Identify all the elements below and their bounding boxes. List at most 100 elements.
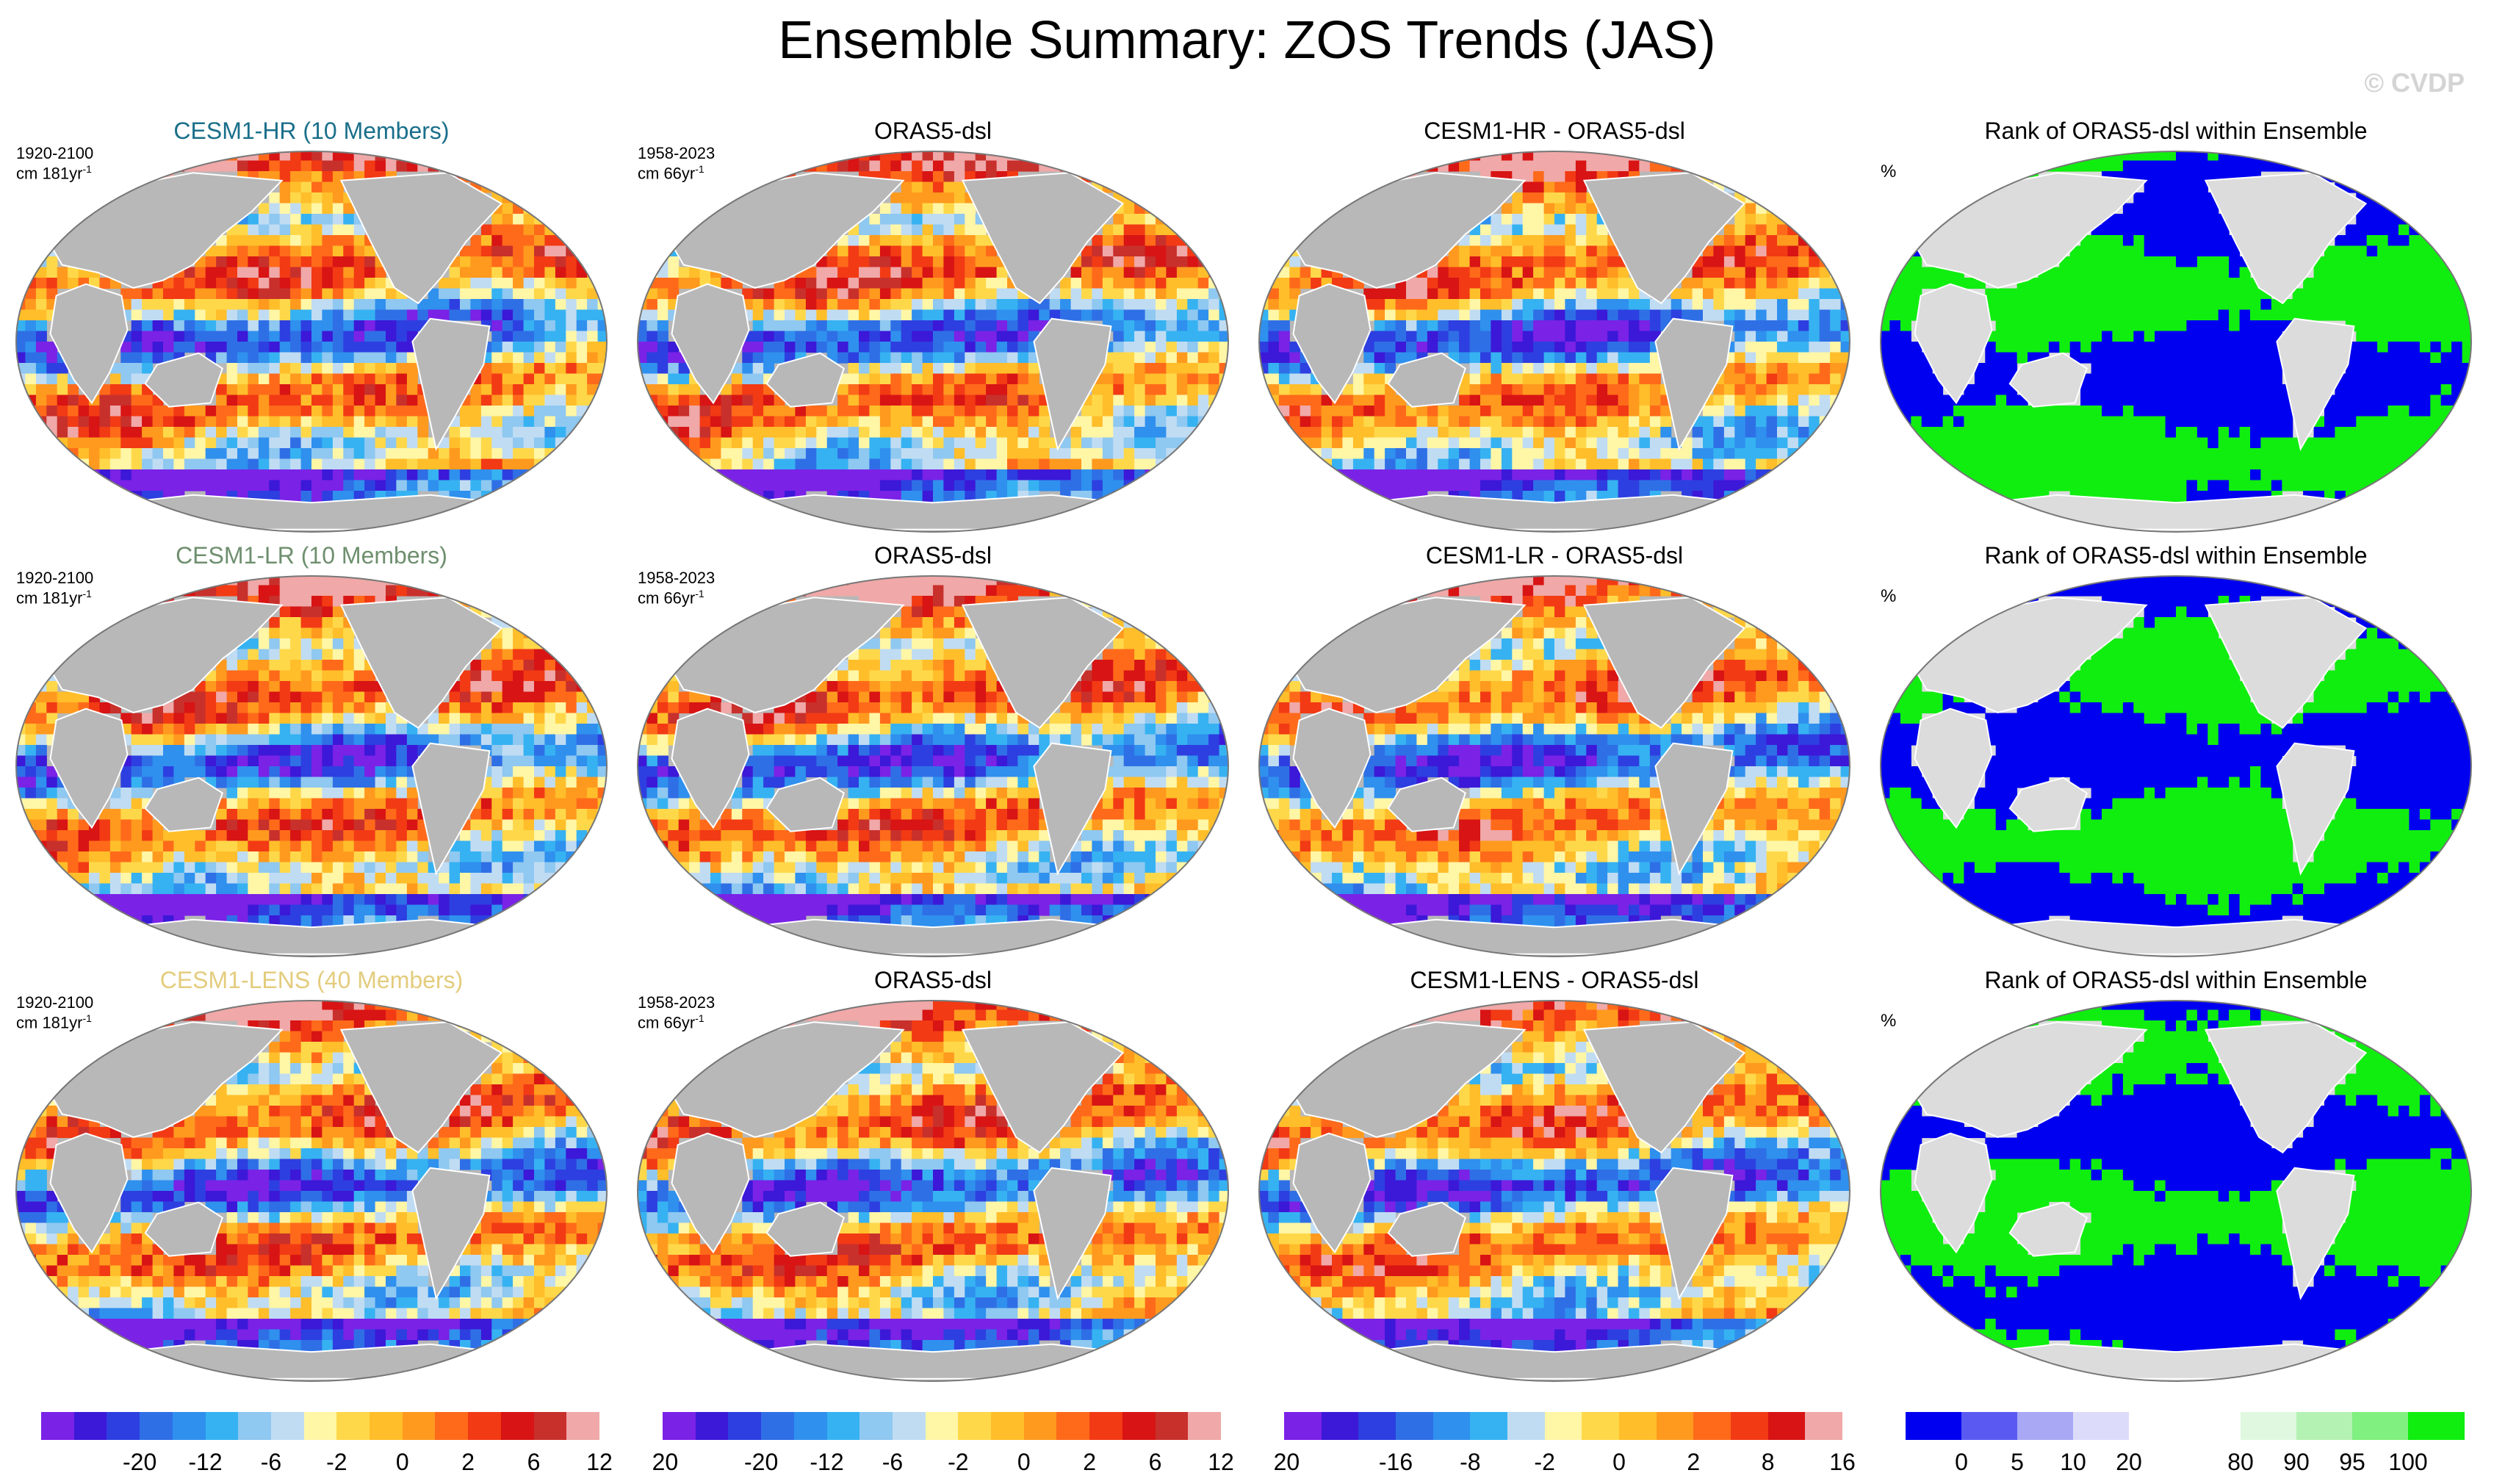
units-exponent: -1 xyxy=(82,588,92,599)
units-label: cm 181yr-1 xyxy=(16,1012,92,1032)
units-label: % xyxy=(1881,586,1897,606)
africa-landmass xyxy=(671,1132,750,1254)
colorbar-swatch xyxy=(303,1412,337,1440)
africa-landmass xyxy=(671,283,750,405)
colorbar-swatch xyxy=(435,1412,469,1440)
units-text: cm 66yr xyxy=(638,1013,696,1032)
colorbar-tick-label: 6 xyxy=(527,1449,541,1475)
colorbar-tick-label: 90 xyxy=(2283,1449,2310,1475)
north-america-landmass xyxy=(961,172,1125,305)
africa-landmass xyxy=(49,707,129,829)
colorbar-swatch xyxy=(140,1412,173,1440)
panel-rank: Rank of ORAS5-dsl within Ensemble% xyxy=(1864,542,2487,967)
colorbar-swatch xyxy=(205,1412,239,1440)
colorbar-swatch xyxy=(1089,1412,1123,1440)
south-america-landmass xyxy=(1654,1167,1734,1300)
australia-landmass xyxy=(2008,1201,2088,1257)
map-border xyxy=(1880,575,2472,957)
colorbar-tick-label: 6 xyxy=(1148,1449,1162,1475)
colorbar-tick-label: 0 xyxy=(1612,1449,1626,1475)
colorbar-model-trend: -20 -12 -6 -2 0 2 6 12 20 xyxy=(41,1412,678,1480)
map-field xyxy=(16,151,607,532)
colorbar-swatch xyxy=(1619,1412,1657,1440)
panel-title: CESM1-LENS - ORAS5-dsl xyxy=(1410,967,1699,993)
south-america-landmass xyxy=(2276,317,2355,451)
map-field xyxy=(1259,1001,1850,1381)
australia-landmass xyxy=(765,1201,846,1257)
world-map xyxy=(1880,151,2472,533)
map-border xyxy=(1258,575,1850,957)
greenland-landmass xyxy=(488,160,538,197)
colorbar-tick-label: 20 xyxy=(652,1449,679,1475)
greenland-landmass xyxy=(1731,1009,1781,1046)
map-field xyxy=(1881,1001,2471,1381)
australia-landmass xyxy=(144,777,224,832)
colorbar-tick-label: 0 xyxy=(1017,1449,1031,1475)
colorbar-tick-label: 100 xyxy=(2388,1449,2428,1475)
period-label: 1920-2100 xyxy=(16,144,94,162)
australia-landmass xyxy=(765,777,846,832)
colorbar-swatch xyxy=(663,1412,696,1440)
panel-obs: ORAS5-dsl 1958-2023 cm 66yr-1 xyxy=(621,118,1244,542)
africa-landmass xyxy=(49,1132,129,1254)
units-exponent: -1 xyxy=(695,163,704,175)
colorbar-swatch xyxy=(566,1412,600,1440)
colorbar-swatch xyxy=(1731,1412,1769,1440)
north-america-landmass xyxy=(2204,1021,2368,1154)
panel-obs: ORAS5-dsl 1958-2023 cm 66yr-1 xyxy=(621,542,1244,967)
colorbar-swatch xyxy=(533,1412,567,1440)
units-label: cm 181yr-1 xyxy=(16,588,92,608)
south-america-landmass xyxy=(1033,317,1112,451)
colorbar-tick-label: 2 xyxy=(1083,1449,1097,1475)
panel-diff: CESM1-LENS - ORAS5-dsl xyxy=(1243,967,1866,1391)
colorbar-swatch xyxy=(1321,1412,1359,1440)
greenland-landmass xyxy=(1109,1009,1160,1046)
colorbar-tick-label: -20 xyxy=(122,1449,157,1475)
panel-title: CESM1-LENS (40 Members) xyxy=(159,967,464,993)
australia-landmass xyxy=(1387,1201,1467,1257)
greenland-landmass xyxy=(1109,160,1160,197)
colorbar-swatch xyxy=(1656,1412,1694,1440)
south-america-landmass xyxy=(1654,317,1734,451)
north-america-landmass xyxy=(2204,597,2368,730)
colorbar-swatch xyxy=(761,1412,795,1440)
colorbar-tick-label: -16 xyxy=(1378,1449,1413,1475)
colorbar-tick-label: 95 xyxy=(2339,1449,2365,1475)
panel-title: Rank of ORAS5-dsl within Ensemble xyxy=(1984,118,2368,144)
colorbar-swatch xyxy=(1188,1412,1222,1440)
colorbar-swatch xyxy=(2241,1412,2297,1440)
units-label: cm 66yr-1 xyxy=(638,588,704,608)
world-map xyxy=(15,1000,608,1382)
colorbar-swatch xyxy=(1906,1412,1962,1440)
south-america-landmass xyxy=(411,1167,491,1300)
colorbar-swatch xyxy=(1693,1412,1731,1440)
colorbar-swatch xyxy=(2129,1412,2185,1440)
map-field xyxy=(1881,151,2471,532)
colorbar-swatch xyxy=(1805,1412,1843,1440)
panel-rank: Rank of ORAS5-dsl within Ensemble% xyxy=(1864,118,2487,542)
colorbar-tick-label: -2 xyxy=(326,1449,347,1475)
units-exponent: -1 xyxy=(82,1012,92,1024)
world-map xyxy=(637,575,1229,957)
colorbar-swatch xyxy=(336,1412,370,1440)
colorbar-swatch xyxy=(2073,1412,2130,1440)
world-map xyxy=(15,575,608,957)
north-america-landmass xyxy=(339,1021,503,1154)
colorbar-swatch xyxy=(2185,1412,2241,1440)
world-map xyxy=(1258,151,1850,533)
greenland-landmass xyxy=(2352,1009,2403,1046)
units-exponent: -1 xyxy=(82,163,92,175)
north-america-landmass xyxy=(1582,597,1746,730)
units-text: cm 66yr xyxy=(638,588,696,608)
panel-title: ORAS5-dsl xyxy=(873,967,992,993)
map-border xyxy=(1258,151,1850,533)
africa-landmass xyxy=(1292,707,1372,829)
colorbar-swatch xyxy=(2296,1412,2353,1440)
north-america-landmass xyxy=(961,1021,1125,1154)
colorbar-difference: -16 -8 -2 0 2 8 16 xyxy=(1284,1412,1856,1480)
greenland-landmass xyxy=(488,585,538,622)
period-label: 1920-2100 xyxy=(16,569,94,587)
north-america-landmass xyxy=(1582,1021,1746,1154)
panel-title: Rank of ORAS5-dsl within Ensemble xyxy=(1984,542,2368,569)
colorbar-tick-label: 12 xyxy=(586,1449,613,1475)
